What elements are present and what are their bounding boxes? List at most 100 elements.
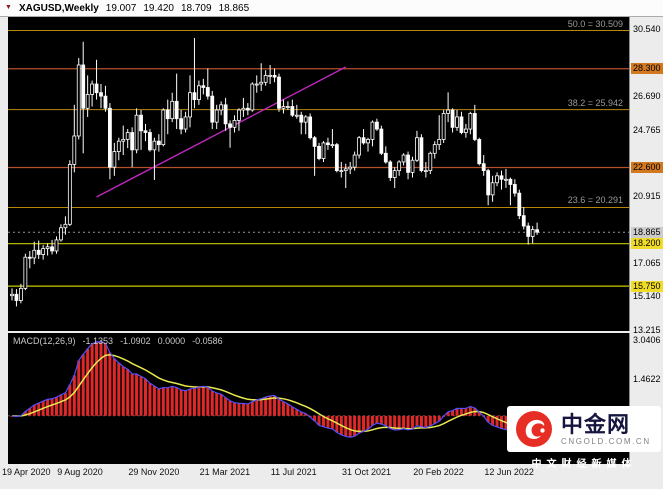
macd-histogram-bar — [433, 415, 437, 424]
macd-histogram-bar — [459, 408, 463, 416]
macd-histogram-bar — [72, 375, 76, 416]
quote-open: 19.007 — [105, 2, 137, 14]
macd-histogram-bar — [108, 352, 112, 416]
macd-histogram-bar — [304, 413, 308, 416]
candle-body — [312, 137, 317, 147]
macd-histogram-bar — [135, 373, 139, 416]
time-axis[interactable]: 19 Apr 2020 9 Aug 2020 29 Nov 2020 21 Mar 2… — [0, 466, 663, 480]
candle-body — [294, 114, 299, 117]
price-line-tag: 22.600 — [631, 162, 663, 173]
trendline[interactable] — [96, 66, 347, 198]
candle-body — [468, 113, 473, 130]
candle-body — [241, 107, 246, 111]
candle-body — [526, 225, 531, 237]
macd-histogram-bar — [112, 358, 116, 416]
candle-body — [223, 104, 228, 125]
candle-body — [14, 293, 19, 301]
macd-histogram-bar — [175, 387, 179, 416]
macd-histogram-bar — [273, 395, 277, 416]
macd-panel[interactable]: MACD(12,26,9) -1.1353 -1.0902 0.0000 -0.… — [8, 333, 630, 464]
macd-histogram-bar — [299, 411, 303, 416]
macd-histogram-bar — [32, 405, 36, 416]
candle-body — [361, 137, 366, 144]
candle-body — [348, 166, 353, 170]
macd-histogram-bar — [353, 415, 357, 437]
date-label: 9 Aug 2020 — [57, 467, 103, 477]
candle-body — [388, 161, 393, 178]
price-tick-label: 15.140 — [633, 291, 661, 302]
macd-histogram-bar — [406, 415, 410, 430]
macd-histogram-bar — [491, 415, 495, 426]
macd-histogram-bar — [411, 415, 414, 430]
candle-body — [370, 121, 375, 140]
price-line-tag: 28.300 — [631, 63, 663, 75]
macd-histogram-bar — [201, 386, 205, 416]
candle-body — [121, 139, 126, 142]
candle-body — [472, 113, 477, 140]
candle-body — [18, 287, 23, 301]
price-line-tag: 18.200 — [631, 238, 663, 250]
price-chart-area[interactable] — [8, 17, 630, 331]
macd-histogram-bar — [86, 348, 90, 416]
quote-low: 18.709 — [180, 2, 212, 14]
symbol-dropdown-icon[interactable]: ▼ — [5, 4, 12, 11]
macd-histogram-bar — [348, 415, 352, 438]
candle-body — [339, 170, 344, 173]
macd-main-line — [11, 340, 538, 449]
candle-body — [125, 132, 130, 140]
candle-body — [54, 239, 59, 252]
macd-histogram-bar — [415, 415, 419, 426]
macd-histogram-bar — [103, 343, 107, 416]
candle-body — [423, 170, 428, 173]
candle-body — [415, 137, 419, 161]
macd-indicator-label: MACD(12,26,9) -1.1353 -1.0902 0.0000 -0.… — [13, 336, 223, 346]
candlestick-chart[interactable] — [8, 17, 629, 331]
candle-body — [196, 85, 201, 101]
macd-histogram-bar — [148, 383, 152, 416]
candle-body — [499, 175, 504, 180]
macd-histogram-bar — [344, 415, 348, 437]
candle-body — [156, 140, 161, 146]
price-tick-label: 20.915 — [633, 191, 661, 202]
macd-histogram-bar — [437, 415, 441, 422]
candle-body — [27, 256, 32, 259]
candle-body — [521, 215, 526, 227]
candle-body — [90, 83, 94, 95]
candle-body — [143, 130, 148, 133]
candle-body — [486, 170, 491, 196]
candle-body — [263, 74, 268, 83]
macd-histogram-bar — [370, 415, 374, 426]
candle-body — [214, 109, 219, 123]
candle-body — [50, 246, 54, 252]
macd-histogram-bar — [397, 415, 401, 430]
candle-body — [321, 142, 326, 159]
price-axis[interactable]: 30.540 26.690 24.765 20.915 17.065 15.140 13.2… — [630, 0, 663, 489]
candle-body — [308, 116, 313, 139]
candle-body — [201, 85, 206, 88]
candle-body — [63, 223, 68, 229]
candle-body — [419, 137, 424, 172]
macd-histogram-bar — [290, 406, 294, 416]
candle-body — [459, 116, 464, 133]
price-tick-label: 17.065 — [633, 257, 661, 268]
macd-histogram-bar — [388, 415, 392, 429]
watermark-name: 中金网 — [561, 412, 631, 437]
macd-histogram-bar — [357, 415, 361, 434]
macd-histogram-bar — [188, 388, 192, 416]
candle-body — [406, 154, 410, 173]
macd-histogram-bar — [50, 398, 54, 416]
macd-histogram-bar — [424, 415, 428, 428]
candle-body — [41, 248, 46, 255]
macd-histogram-bar — [268, 395, 272, 416]
macd-histogram-bar — [451, 410, 455, 416]
macd-histogram-bar — [179, 389, 183, 416]
candle-body — [23, 256, 28, 289]
macd-histogram-bar — [206, 387, 210, 416]
macd-histogram-bar — [184, 390, 188, 416]
macd-histogram-bar — [317, 415, 321, 426]
candle-body — [161, 109, 166, 146]
candle-body — [530, 229, 535, 237]
macd-histogram-bar — [210, 391, 214, 416]
candle-body — [392, 170, 397, 178]
